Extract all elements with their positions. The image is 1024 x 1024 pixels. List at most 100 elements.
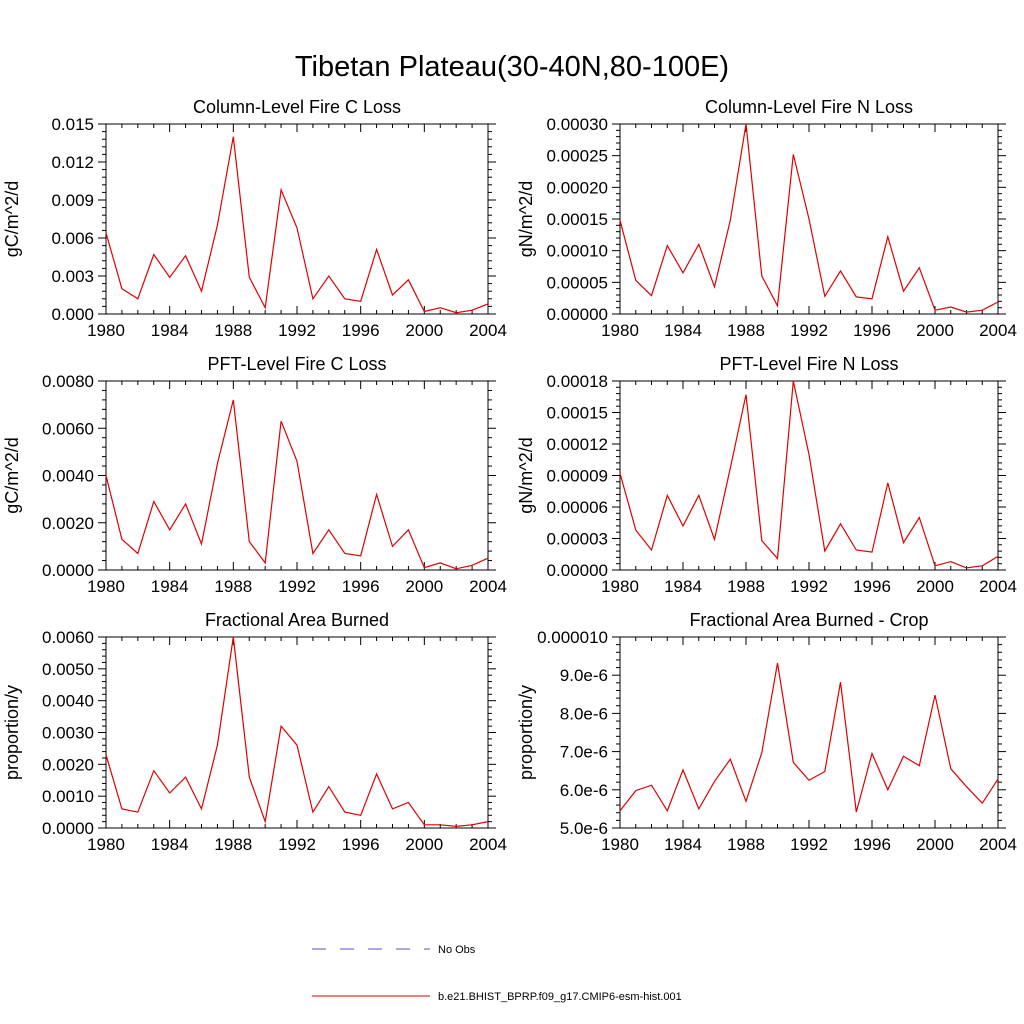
x-tick-label: 1984 xyxy=(151,321,189,340)
legend-label-no-obs: No Obs xyxy=(438,944,476,956)
y-tick-label: 8.0e-6 xyxy=(560,704,608,723)
x-tick-label: 1992 xyxy=(278,577,316,596)
x-tick-label: 1992 xyxy=(790,577,828,596)
plot-frame xyxy=(105,123,489,315)
x-tick-label: 1980 xyxy=(601,577,639,596)
x-tick-label: 1988 xyxy=(214,577,252,596)
chart-panel-2: Column-Level Fire N Loss 1980 1984 1988 1992… xyxy=(516,97,1017,340)
x-tick-label: 1988 xyxy=(214,835,252,854)
y-tick-label: 0.0040 xyxy=(42,467,94,486)
y-tick-label: 0.0060 xyxy=(42,628,94,647)
y-tick-label: 9.0e-6 xyxy=(560,666,608,685)
y-axis-label: proportion/y xyxy=(2,685,22,780)
x-tick-label: 1996 xyxy=(342,577,380,596)
y-tick-label: 0.00009 xyxy=(547,467,608,486)
y-tick-label: 0.0020 xyxy=(42,755,94,774)
x-tick-label: 1996 xyxy=(853,577,891,596)
y-tick-label: 0.0000 xyxy=(42,819,94,838)
panel-title: Fractional Area Burned - Crop xyxy=(689,610,928,630)
y-tick-label: 0.00015 xyxy=(547,210,608,229)
chart-panel-6: Fractional Area Burned - Crop 1980 1984 198… xyxy=(516,610,1017,854)
y-tick-label: 0.000010 xyxy=(537,628,608,647)
y-tick-label: 0.0020 xyxy=(42,514,94,533)
y-tick-label: 0.00000 xyxy=(547,305,608,324)
x-tick-label: 1996 xyxy=(342,321,380,340)
y-tick-label: 0.012 xyxy=(51,153,94,172)
legend: No Obs b.e21.BHIST_BPRP.f09_g17.CMIP6-es… xyxy=(312,944,682,1003)
y-tick-label: 0.006 xyxy=(51,229,94,248)
figure-title: Tibetan Plateau(30-40N,80-100E) xyxy=(295,51,729,83)
y-tick-label: 0.000 xyxy=(51,305,94,324)
x-tick-label: 1992 xyxy=(790,321,828,340)
x-tick-label: 2004 xyxy=(469,577,507,596)
x-tick-label: 1980 xyxy=(87,577,125,596)
y-tick-label: 0.00015 xyxy=(547,404,608,423)
legend-label-model: b.e21.BHIST_BPRP.f09_g17.CMIP6-esm-hist.… xyxy=(438,991,682,1003)
x-tick-label: 2004 xyxy=(979,321,1017,340)
series-line xyxy=(619,123,999,313)
x-tick-label: 1980 xyxy=(87,321,125,340)
x-tick-label: 1992 xyxy=(278,321,316,340)
y-tick-label: 0.0040 xyxy=(42,692,94,711)
panel-title: PFT-Level Fire C Loss xyxy=(207,354,386,374)
panels: Column-Level Fire C Loss 1980 1984 1988 1992… xyxy=(2,97,1017,854)
y-tick-label: 0.0060 xyxy=(42,419,94,438)
x-tick-label: 1980 xyxy=(601,835,639,854)
y-tick-label: 0.00003 xyxy=(547,530,608,549)
x-tick-label: 2004 xyxy=(469,321,507,340)
series-line xyxy=(619,380,999,569)
chart-panel-5: Fractional Area Burned 1980 1984 1988 1992 19… xyxy=(2,610,507,854)
x-tick-label: 1992 xyxy=(790,835,828,854)
y-tick-label: 0.0050 xyxy=(42,660,94,679)
x-tick-label: 1996 xyxy=(853,321,891,340)
x-tick-label: 2004 xyxy=(469,835,507,854)
x-tick-label: 1988 xyxy=(727,321,765,340)
y-axis-label: gC/m^2/d xyxy=(2,181,22,257)
x-tick-label: 1988 xyxy=(727,577,765,596)
y-tick-label: 0.00018 xyxy=(547,372,608,391)
panel-title: Column-Level Fire C Loss xyxy=(193,97,401,117)
y-tick-label: 7.0e-6 xyxy=(560,743,608,762)
y-axis-label: proportion/y xyxy=(516,685,536,780)
x-tick-label: 1984 xyxy=(664,577,702,596)
x-tick-label: 2004 xyxy=(979,835,1017,854)
y-tick-label: 0.003 xyxy=(51,267,94,286)
series-line xyxy=(105,399,489,570)
x-tick-label: 2004 xyxy=(979,577,1017,596)
chart-panel-3: PFT-Level Fire C Loss 1980 1984 1988 1992 199… xyxy=(2,354,507,596)
x-tick-label: 2000 xyxy=(405,321,443,340)
series-line xyxy=(105,136,489,314)
plot-frame xyxy=(105,636,489,829)
y-tick-label: 0.00010 xyxy=(547,242,608,261)
panel-title: Column-Level Fire N Loss xyxy=(705,97,913,117)
x-tick-label: 2000 xyxy=(405,835,443,854)
series-line xyxy=(619,662,999,813)
x-tick-label: 1984 xyxy=(664,321,702,340)
y-axis-label: gN/m^2/d xyxy=(516,437,536,513)
x-tick-label: 2000 xyxy=(916,577,954,596)
y-axis-label: gC/m^2/d xyxy=(2,437,22,513)
panel-title: Fractional Area Burned xyxy=(205,610,389,630)
y-tick-label: 0.0010 xyxy=(42,787,94,806)
y-tick-label: 0.0030 xyxy=(42,724,94,743)
panel-title: PFT-Level Fire N Loss xyxy=(719,354,898,374)
x-tick-label: 1988 xyxy=(727,835,765,854)
x-tick-label: 1980 xyxy=(87,835,125,854)
x-tick-label: 2000 xyxy=(405,577,443,596)
series-line xyxy=(105,636,489,828)
chart-panel-4: PFT-Level Fire N Loss 1980 1984 1988 1992 199… xyxy=(516,354,1017,596)
y-tick-label: 0.00006 xyxy=(547,498,608,517)
y-tick-label: 6.0e-6 xyxy=(560,781,608,800)
x-tick-label: 1980 xyxy=(601,321,639,340)
x-tick-label: 1992 xyxy=(278,835,316,854)
plot-frame xyxy=(619,380,999,571)
y-tick-label: 0.00020 xyxy=(547,178,608,197)
y-tick-label: 0.00000 xyxy=(547,561,608,580)
plot-frame xyxy=(105,380,489,571)
y-tick-label: 0.00012 xyxy=(547,435,608,454)
y-axis-label: gN/m^2/d xyxy=(516,181,536,257)
x-tick-label: 1984 xyxy=(151,835,189,854)
x-tick-label: 1984 xyxy=(151,577,189,596)
x-tick-label: 1988 xyxy=(214,321,252,340)
